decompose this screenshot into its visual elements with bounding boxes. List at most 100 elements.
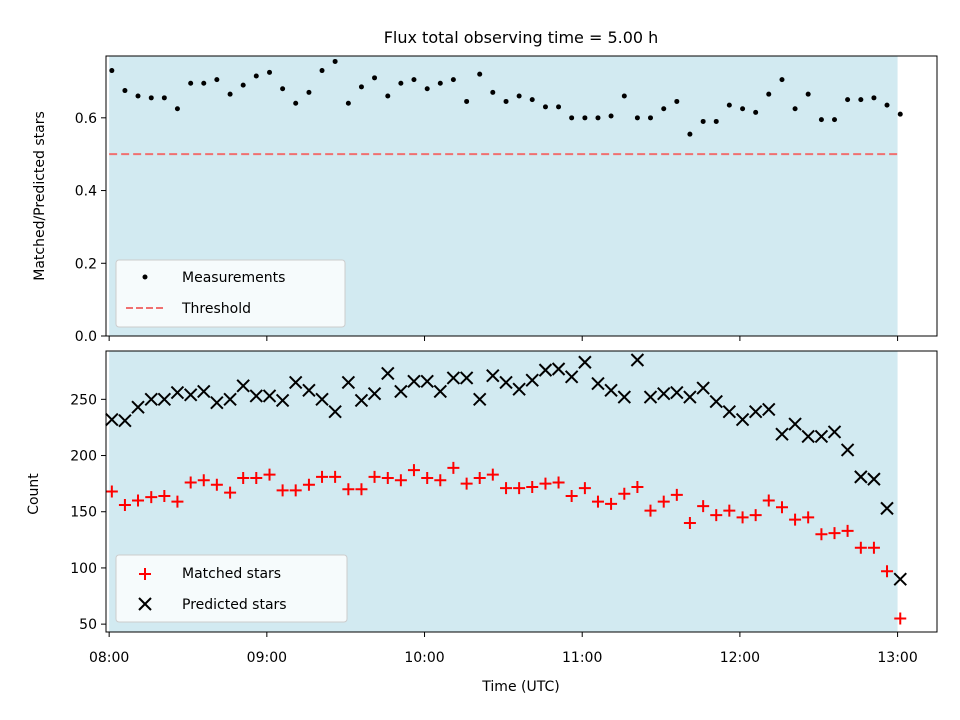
measurement-point: [358, 84, 364, 90]
y-tick-label: 250: [70, 392, 97, 408]
matched-star-point: [591, 495, 604, 508]
matched-star-point: [302, 478, 315, 491]
count-y-axis-label: Count: [26, 473, 42, 515]
measurement-point: [713, 118, 719, 124]
measurement-point: [647, 115, 653, 121]
matched-star-point: [447, 461, 460, 474]
matched-star-point: [565, 489, 578, 502]
count-y-ticks: 50 100 150 200 250: [70, 392, 106, 633]
measurement-point: [437, 80, 443, 86]
count-legend-box: [115, 554, 348, 623]
measurement-point: [674, 98, 680, 104]
predicted-star-point: [144, 392, 158, 407]
legend-measurements-label: Measurements: [182, 270, 285, 286]
matched-star-point: [224, 486, 237, 499]
predicted-star-point: [249, 389, 263, 403]
matched-star-point: [552, 476, 565, 489]
measurement-point: [174, 106, 180, 112]
matched-star-point: [697, 500, 710, 513]
matched-star-point: [368, 470, 381, 483]
matched-star-point: [723, 504, 736, 517]
matched-star-point: [460, 477, 473, 490]
predicted-star-point: [354, 393, 369, 408]
measurement-point: [280, 86, 286, 92]
measurement-point: [477, 71, 483, 77]
matched-star-point: [184, 476, 197, 489]
matched-star-point: [486, 468, 499, 481]
predicted-star-point: [407, 374, 421, 389]
measurement-point: [345, 100, 351, 106]
predicted-star-point: [394, 384, 408, 399]
predicted-star-point: [604, 383, 618, 398]
predicted-star-point: [840, 443, 855, 457]
measurement-point: [201, 80, 207, 86]
y-tick-label: 150: [70, 505, 97, 521]
measurement-point: [306, 89, 312, 95]
measurement-point: [687, 131, 693, 137]
predicted-star-point: [551, 362, 566, 376]
predicted-star-point: [801, 429, 815, 444]
predicted-star-point: [381, 366, 395, 381]
matched-star-point: [828, 527, 841, 540]
matched-star-point: [250, 472, 263, 485]
matched-star-point: [644, 504, 657, 517]
matched-star-point: [578, 482, 591, 495]
y-tick-label: 200: [70, 449, 97, 465]
measurement-point: [109, 68, 115, 74]
matched-star-point: [618, 487, 631, 500]
measurement-point: [661, 106, 667, 112]
measurement-point: [253, 73, 259, 79]
predicted-star-point: [223, 392, 237, 407]
ratio-x-ticks: [108, 336, 899, 341]
matched-star-point: [118, 498, 131, 511]
matched-star-point: [381, 472, 394, 485]
legend-matched-marker: [139, 568, 151, 580]
matched-star-point: [802, 511, 815, 524]
measurement-point: [450, 77, 456, 83]
matched-star-point: [421, 472, 434, 485]
matched-star-point: [881, 565, 894, 578]
predicted-star-point: [538, 363, 553, 377]
matched-star-point: [789, 513, 802, 526]
matched-star-point: [473, 472, 486, 485]
predicted-star-point: [617, 390, 632, 404]
x-tick-label: 13:00: [877, 650, 917, 666]
measurement-point: [148, 95, 154, 101]
measurement-point: [608, 113, 614, 119]
matched-star-point: [657, 495, 670, 508]
measurement-point: [858, 97, 864, 103]
matched-star-point: [539, 477, 552, 490]
count-legend: Matched stars Predicted stars: [115, 554, 348, 623]
matched-star-point: [762, 494, 775, 507]
legend-matched-label: Matched stars: [182, 566, 281, 582]
ratio-y-ticks: 0.0 0.2 0.4 0.6: [75, 111, 106, 345]
measurement-point: [582, 115, 588, 121]
measurement-point: [240, 82, 246, 88]
matched-star-point: [145, 491, 158, 504]
predicted-star-point: [696, 381, 710, 395]
measurement-point: [372, 75, 378, 81]
x-tick-label: 08:00: [89, 650, 129, 666]
predicted-star-point: [512, 382, 526, 396]
predicted-star-point: [709, 394, 723, 409]
ratio-panel: 0.0 0.2 0.4 0.6 Matched/Predicted stars Mea…: [32, 55, 938, 345]
measurement-point: [319, 68, 325, 74]
predicted-star-point: [499, 375, 513, 390]
measurement-point: [188, 80, 194, 86]
measurement-point: [227, 91, 233, 97]
measurement-point: [398, 80, 404, 86]
predicted-star-point: [118, 413, 132, 428]
matched-star-point: [105, 485, 118, 498]
y-tick-label: 100: [70, 561, 97, 577]
measurement-point: [161, 95, 167, 101]
predicted-star-point: [459, 371, 474, 385]
matched-star-point: [171, 495, 184, 508]
chart-title: Flux total observing time = 5.00 h: [384, 28, 659, 47]
legend-predicted-marker: [138, 597, 152, 611]
predicted-star-point: [197, 384, 211, 399]
predicted-star-point: [236, 379, 250, 393]
x-tick-label: 11:00: [562, 650, 602, 666]
measurement-point: [884, 102, 890, 108]
predicted-star-point: [591, 376, 605, 391]
